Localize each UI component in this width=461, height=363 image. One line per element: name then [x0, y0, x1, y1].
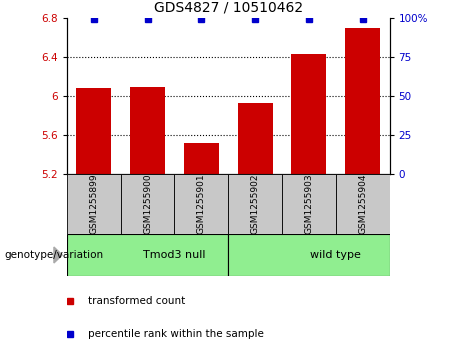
Bar [228, 174, 282, 234]
Bar [291, 54, 326, 174]
Bar [121, 174, 174, 234]
Text: genotype/variation: genotype/variation [5, 250, 104, 260]
Text: GSM1255901: GSM1255901 [197, 174, 206, 234]
Bar [67, 234, 228, 276]
Bar [130, 87, 165, 174]
Text: transformed count: transformed count [88, 296, 185, 306]
Text: GSM1255900: GSM1255900 [143, 174, 152, 234]
Text: Tmod3 null: Tmod3 null [143, 250, 206, 260]
Polygon shape [54, 247, 62, 263]
Text: GSM1255904: GSM1255904 [358, 174, 367, 234]
Title: GDS4827 / 10510462: GDS4827 / 10510462 [154, 0, 303, 14]
Bar [184, 143, 219, 174]
Text: percentile rank within the sample: percentile rank within the sample [88, 329, 264, 339]
Bar [67, 174, 121, 234]
Bar [174, 174, 228, 234]
Bar [237, 103, 272, 174]
Bar [228, 234, 390, 276]
Text: wild type: wild type [310, 250, 361, 260]
Text: GSM1255899: GSM1255899 [89, 174, 98, 234]
Text: GSM1255903: GSM1255903 [304, 174, 313, 234]
Bar [76, 89, 111, 174]
Text: GSM1255902: GSM1255902 [251, 174, 260, 234]
Bar [345, 28, 380, 174]
Bar [282, 174, 336, 234]
Bar [336, 174, 390, 234]
